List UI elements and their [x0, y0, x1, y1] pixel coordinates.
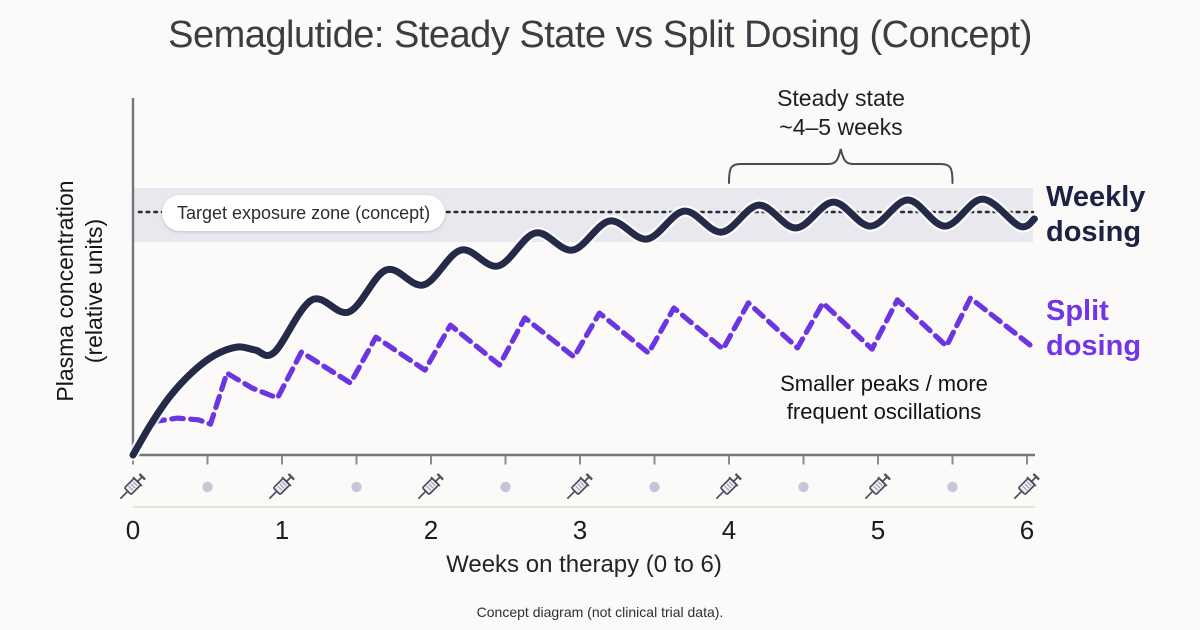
syringe-part [281, 481, 287, 487]
syringe-icon [864, 473, 891, 500]
syringe-part [579, 481, 585, 487]
x-axis-tick-label: 3 [572, 515, 588, 545]
syringe-part [130, 483, 136, 489]
syringe-icon [417, 473, 444, 500]
syringe-part [728, 481, 734, 487]
syringe-part [119, 490, 129, 500]
syringe-part [430, 481, 436, 487]
syringe-part [875, 483, 881, 489]
syringe-part [279, 483, 285, 489]
syringe-part [268, 490, 278, 500]
split-dose-dot [947, 481, 958, 493]
syringe-part [417, 490, 427, 500]
oscillation-annotation: Smaller peaks / more frequent oscillatio… [744, 370, 1024, 426]
syringe-icon [119, 473, 146, 500]
syringe-part [883, 473, 891, 481]
y-axis-label: Plasma concentration (relative units) [51, 117, 109, 465]
syringe-part [277, 485, 283, 491]
steady-state-brace [728, 148, 954, 184]
syringe-part [1032, 473, 1040, 481]
syringe-icon [566, 473, 593, 500]
weekly-dosing-label: Weekly dosing [1046, 180, 1145, 250]
x-axis-tick-label: 2 [423, 515, 439, 545]
syringe-part [428, 483, 434, 489]
syringe-part [873, 485, 879, 491]
weekly-dosing-label-line2: dosing [1046, 216, 1142, 248]
syringe-part [575, 485, 581, 491]
oscillation-annotation-line1: Smaller peaks / more [780, 371, 988, 396]
syringe-part [734, 473, 742, 481]
syringe-icon [268, 473, 295, 500]
syringe-part [577, 483, 583, 489]
oscillation-annotation-line2: frequent oscillations [786, 399, 982, 424]
steady-state-line2: ~4–5 weeks [779, 114, 903, 140]
split-dosing-label-line1: Split [1046, 295, 1109, 327]
split-dose-dot [798, 481, 809, 493]
steady-state-line1: Steady state [777, 85, 905, 111]
syringe-part [132, 481, 138, 487]
footer-note: Concept diagram (not clinical trial data… [476, 604, 724, 620]
syringe-part [585, 473, 593, 481]
split-dose-dot [202, 481, 213, 493]
syringe-part [287, 473, 295, 481]
split-dosing-curve [130, 295, 1033, 458]
x-axis-label: Weeks on therapy (0 to 6) [446, 551, 722, 578]
steady-state-annotation: Steady state ~4–5 weeks [725, 84, 957, 142]
syringe-part [1013, 490, 1023, 500]
y-axis-label-line2: (relative units) [81, 218, 107, 364]
chart-title: Semaglutide: Steady State vs Split Dosin… [168, 14, 1032, 56]
syringe-part [726, 483, 732, 489]
syringe-part [1024, 483, 1030, 489]
syringe-part [864, 490, 874, 500]
syringe-part [128, 485, 134, 491]
split-dosing-label-line2: dosing [1046, 330, 1142, 362]
weekly-dosing-label-line1: Weekly [1046, 181, 1146, 213]
syringe-part [724, 485, 730, 491]
split-dose-dot [351, 481, 362, 493]
y-axis-label-line1: Plasma concentration [52, 180, 78, 402]
x-axis-tick-label: 4 [721, 515, 737, 545]
x-axis-tick-label: 6 [1019, 515, 1035, 545]
target-zone-pill: Target exposure zone (concept) [162, 195, 446, 231]
x-axis-tick-label: 5 [870, 515, 886, 545]
x-axis-tick-label: 0 [125, 515, 141, 545]
syringe-part [436, 473, 444, 481]
syringe-part [426, 485, 432, 491]
syringe-icon [715, 473, 742, 500]
split-dose-dot [500, 481, 511, 493]
syringe-part [566, 490, 576, 500]
weekly-dosing-curve [129, 195, 1038, 459]
split-dose-dot [649, 481, 660, 493]
syringe-part [1026, 481, 1032, 487]
syringe-part [715, 490, 725, 500]
split-dosing-label: Split dosing [1046, 294, 1141, 364]
syringe-icon [1013, 473, 1040, 500]
syringe-part [1022, 485, 1028, 491]
x-axis-tick-label: 1 [274, 515, 290, 545]
syringe-part [877, 481, 883, 487]
syringe-part [1026, 476, 1037, 487]
syringe-part [138, 473, 146, 481]
